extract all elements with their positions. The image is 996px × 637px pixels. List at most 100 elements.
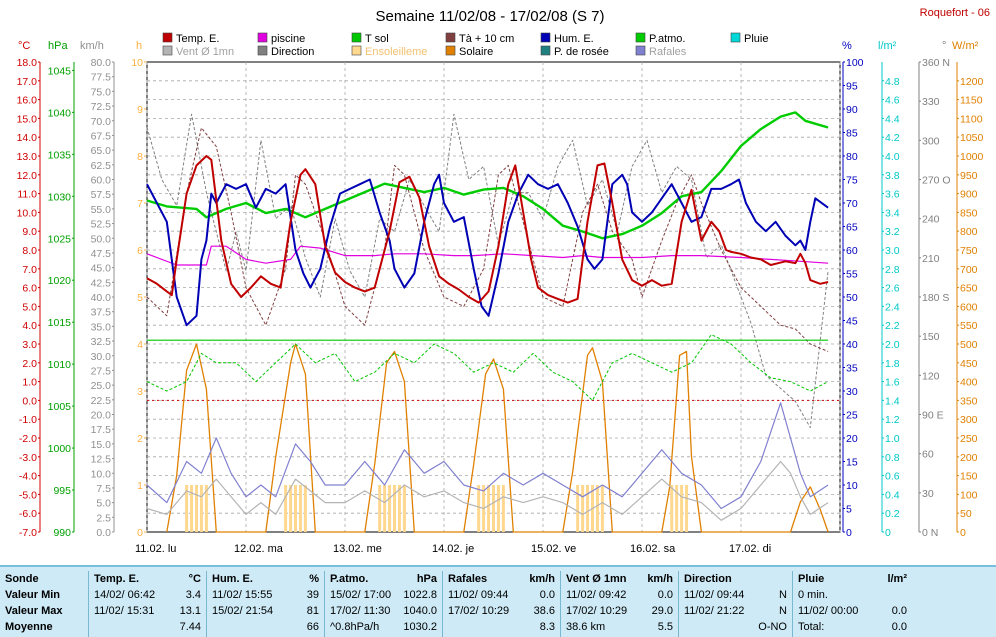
y-tick-label: 7.0: [22, 264, 37, 276]
y-tick-label: 0.8: [885, 452, 900, 464]
y-tick-label: 600: [960, 301, 978, 313]
y-tick-label: 70: [846, 198, 858, 210]
legend-label: Temp. E.: [176, 33, 219, 45]
y-tick-label: 1040: [48, 107, 72, 119]
summary-rafales-unit: km/h: [529, 573, 555, 585]
y-tick-label: 30: [922, 488, 934, 500]
summary-patmo-max-time: 17/02/ 11:30: [330, 605, 391, 617]
legend-swatch: [445, 45, 456, 56]
y-tick-label: 9.0: [22, 226, 37, 238]
y-tick-label: -4.0: [19, 471, 37, 483]
y-tick-label: 300: [922, 135, 940, 147]
y-tick-label: 3.8: [885, 170, 900, 182]
y-tick-label: 95: [846, 81, 858, 93]
bar-ensoleilleme: [675, 485, 679, 532]
bar-ensoleilleme: [393, 485, 396, 532]
y-tick-label: 0 N: [922, 527, 938, 539]
summary-rafales-max-time: 17/02/ 10:29: [448, 605, 510, 617]
bar-ensoleilleme: [190, 485, 194, 532]
summary-pluie-title: Pluie: [798, 573, 825, 585]
y-tick-label: 100: [846, 57, 864, 69]
legend-label: Tà + 10 cm: [459, 33, 514, 45]
y-tick-label: 1.0: [885, 433, 900, 445]
y-tick-label: 0: [846, 527, 852, 539]
legend-label: Vent Ø 1mn: [176, 46, 234, 58]
x-tick-label: 13.02. me: [333, 543, 382, 555]
legend-swatch: [351, 45, 362, 56]
y-tick-label: 32.5: [91, 336, 112, 348]
bar-ensoleilleme: [600, 485, 604, 532]
y-tick-label: 10.0: [17, 207, 38, 219]
legend-label: Rafales: [649, 46, 687, 58]
y-tick-label: 2.0: [885, 339, 900, 351]
y-tick-label: 550: [960, 320, 978, 332]
summary-patmo-max: 1040.0: [403, 605, 437, 617]
y-tick-label: 5.0: [96, 498, 111, 510]
y-tick-label: 4.6: [885, 95, 900, 107]
axes: 11.02. lu 12.02. ma 13.02. me 14.02. je 15.0…: [17, 57, 984, 555]
summary-pluie-unit: l/m²: [887, 573, 907, 585]
legend-swatch: [162, 32, 173, 43]
y-tick-label: 1.4: [885, 395, 900, 407]
y-tick-label: 0.6: [885, 471, 900, 483]
summary-temp: Temp. E. °C 14/02/ 06:42 3.4 11/02/ 15:31 1…: [88, 571, 207, 637]
y-tick-label: 1050: [960, 132, 984, 144]
bar-ensoleilleme: [289, 485, 293, 532]
y-tick-label: 500: [960, 339, 978, 351]
y-tick-label: 60: [846, 245, 858, 257]
y-tick-label: 800: [960, 226, 978, 238]
y-tick-label: -3.0: [19, 452, 37, 464]
y-tick-label: 210: [922, 253, 940, 265]
legend-swatch: [257, 45, 268, 56]
y-tick-label: 450: [960, 358, 978, 370]
y-tick-label: 4.4: [885, 113, 900, 125]
bar-ensoleilleme: [383, 485, 387, 532]
summary-patmo: P.atmo. hPa 15/02/ 17:00 1022.8 17/02/ 11:…: [324, 571, 443, 637]
y-tick-label: 360 N: [922, 57, 950, 69]
y-tick-label: 2.4: [885, 301, 900, 313]
y-tick-label: 65.0: [91, 145, 112, 157]
x-tick-label: 15.02. ve: [531, 543, 576, 555]
axis-unit-label: l/m²: [878, 40, 897, 52]
bar-ensoleilleme: [294, 485, 297, 532]
y-tick-label: 3.0: [22, 339, 37, 351]
y-tick-label: 1005: [48, 401, 72, 413]
y-tick-label: 70.0: [91, 116, 112, 128]
legend-swatch: [635, 45, 646, 56]
y-tick-label: 90 E: [922, 410, 944, 422]
y-tick-label: 45.0: [91, 263, 112, 275]
y-tick-label: 20: [846, 433, 858, 445]
y-tick-label: 0.0: [96, 527, 111, 539]
y-tick-label: 37.5: [91, 307, 112, 319]
legend-swatch: [351, 32, 362, 43]
legend-label: Solaire: [459, 46, 493, 58]
y-tick-label: 2: [137, 433, 143, 445]
summary-patmo-min-time: 15/02/ 17:00: [330, 589, 392, 601]
bar-ensoleilleme: [496, 485, 500, 532]
y-tick-label: 2.2: [885, 320, 900, 332]
y-tick-label: 18.0: [17, 57, 38, 69]
x-tick-label: 12.02. ma: [234, 543, 284, 555]
series-line-solaire: [166, 343, 829, 533]
bar-ensoleilleme: [492, 485, 495, 532]
summary-pluie: Pluie l/m² 0 min. 11/02/ 00:00 0.0 Total: 0…: [792, 571, 913, 637]
axis-unit-label: km/h: [80, 40, 104, 52]
y-tick-label: 0.0: [22, 395, 37, 407]
y-tick-label: -2.0: [19, 433, 37, 445]
series-line-vent-1mn: [146, 460, 829, 521]
y-tick-label: 50: [960, 508, 972, 520]
summary-pluie-r2-label: 11/02/ 00:00: [798, 605, 859, 617]
summary-vent-max-time: 17/02/ 10:29: [566, 605, 628, 617]
y-tick-label: 1035: [48, 149, 72, 161]
series-line-hum-e: [146, 173, 829, 327]
y-tick-label: 55: [846, 269, 858, 281]
bar-ensoleilleme: [199, 485, 203, 532]
summary-label-max: Valeur Max: [5, 605, 63, 617]
summary-hum-max: 81: [306, 605, 319, 617]
y-tick-label: 9: [137, 104, 143, 116]
summary-pluie-r2: 0.0: [891, 605, 907, 617]
y-tick-label: 2.6: [885, 283, 900, 295]
y-tick-label: 42.5: [91, 277, 112, 289]
y-tick-label: 13.0: [17, 151, 38, 163]
y-tick-label: 12.0: [17, 170, 38, 182]
